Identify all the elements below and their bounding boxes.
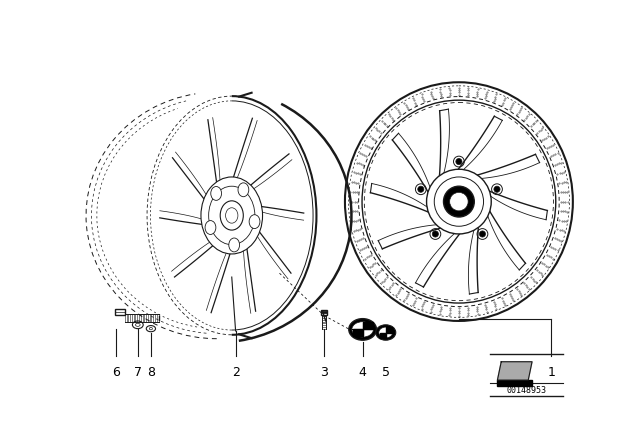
- Bar: [115, 309, 125, 315]
- Bar: [497, 380, 532, 386]
- Text: 7: 7: [134, 366, 142, 379]
- Ellipse shape: [228, 238, 239, 252]
- Ellipse shape: [450, 192, 468, 211]
- Ellipse shape: [349, 319, 376, 340]
- Text: 1: 1: [547, 366, 556, 379]
- Ellipse shape: [249, 215, 260, 228]
- Ellipse shape: [201, 177, 262, 254]
- Ellipse shape: [205, 220, 216, 234]
- Polygon shape: [386, 327, 392, 332]
- Ellipse shape: [418, 186, 424, 192]
- Bar: [321, 310, 327, 315]
- Ellipse shape: [211, 186, 221, 200]
- Ellipse shape: [427, 169, 492, 234]
- Text: 4: 4: [358, 366, 367, 379]
- Text: 8: 8: [147, 366, 155, 379]
- Ellipse shape: [379, 327, 393, 338]
- Ellipse shape: [432, 231, 438, 237]
- Ellipse shape: [444, 186, 474, 217]
- Polygon shape: [497, 362, 532, 380]
- Ellipse shape: [494, 186, 500, 192]
- Text: 5: 5: [381, 366, 390, 379]
- Ellipse shape: [352, 322, 373, 337]
- Polygon shape: [363, 323, 372, 329]
- Ellipse shape: [456, 159, 462, 165]
- Text: 2: 2: [232, 366, 239, 379]
- Ellipse shape: [376, 325, 396, 340]
- Text: 3: 3: [320, 366, 328, 379]
- Polygon shape: [353, 329, 363, 336]
- Ellipse shape: [238, 183, 249, 197]
- Polygon shape: [380, 332, 386, 338]
- Ellipse shape: [220, 201, 243, 230]
- Ellipse shape: [479, 231, 486, 237]
- Text: 00148953: 00148953: [506, 386, 547, 395]
- Text: 6: 6: [112, 366, 120, 379]
